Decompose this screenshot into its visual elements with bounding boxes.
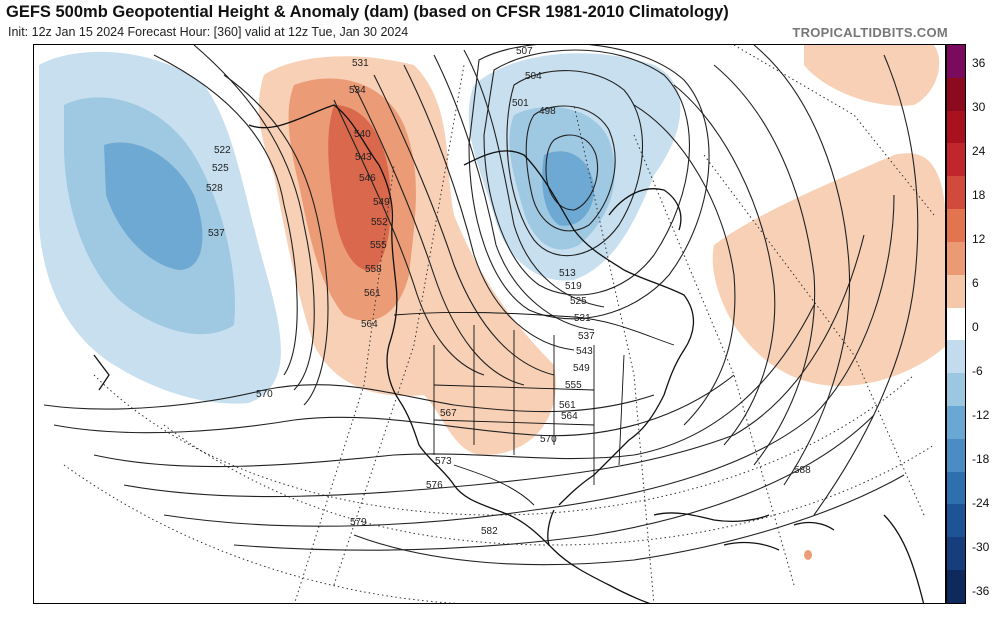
label-546: 546 bbox=[359, 173, 376, 184]
label-504: 504 bbox=[525, 71, 542, 82]
pos-anomaly-ne-corner bbox=[804, 45, 940, 106]
colorbar-swatch bbox=[947, 405, 965, 439]
label-579: 579 bbox=[350, 517, 367, 528]
label-501: 501 bbox=[512, 98, 529, 109]
colorbar-swatch bbox=[947, 110, 965, 144]
label-540: 540 bbox=[354, 129, 371, 140]
map-canvas: 522 525 528 537 570 531 534 540 543 546 … bbox=[39, 45, 945, 603]
label-537-west: 537 bbox=[208, 228, 225, 239]
coastlines bbox=[93, 104, 925, 603]
label-519: 519 bbox=[565, 281, 582, 292]
colorbar-tick-label: 24 bbox=[972, 144, 986, 158]
colorbar-tick-label: 12 bbox=[972, 232, 986, 246]
label-561-ridge: 561 bbox=[364, 288, 381, 299]
label-570-west: 570 bbox=[256, 389, 273, 400]
brand-watermark: TROPICALTIDBITS.COM bbox=[792, 25, 948, 40]
map-subtitle: Init: 12z Jan 15 2024 Forecast Hour: [36… bbox=[8, 25, 409, 39]
colorbar-swatch bbox=[947, 45, 965, 78]
height-contours bbox=[43, 45, 919, 566]
label-537-east: 537 bbox=[578, 331, 595, 342]
label-555-ridge: 555 bbox=[370, 240, 387, 251]
colorbar-tick-label: -24 bbox=[972, 496, 990, 510]
contour-labels: 522 525 528 537 570 531 534 540 543 546 … bbox=[206, 46, 811, 537]
label-522: 522 bbox=[214, 145, 231, 156]
label-543-ridge: 543 bbox=[355, 152, 372, 163]
label-534: 534 bbox=[349, 85, 366, 96]
colorbar-swatch bbox=[947, 537, 965, 570]
colorbar-swatch bbox=[947, 307, 965, 341]
colorbar-tick-label: -30 bbox=[972, 540, 990, 554]
label-528: 528 bbox=[206, 183, 223, 194]
label-558: 558 bbox=[365, 264, 382, 275]
pos-anomaly-caribbean-dot bbox=[804, 550, 812, 560]
label-531-east: 531 bbox=[574, 313, 591, 324]
anomaly-shading bbox=[39, 45, 945, 560]
colorbar-tick-label: 18 bbox=[972, 188, 986, 202]
graticule bbox=[63, 45, 935, 603]
label-498: 498 bbox=[539, 106, 556, 117]
label-582: 582 bbox=[481, 526, 498, 537]
label-576: 576 bbox=[426, 480, 443, 491]
label-543-east: 543 bbox=[576, 346, 593, 357]
label-531-north: 531 bbox=[352, 58, 369, 69]
map-panel: 522 525 528 537 570 531 534 540 543 546 … bbox=[33, 44, 946, 604]
neg-anomaly-vortex-core bbox=[542, 151, 595, 226]
label-567: 567 bbox=[440, 408, 457, 419]
label-570-east: 570 bbox=[540, 434, 557, 445]
label-507: 507 bbox=[516, 46, 533, 57]
colorbar-tick-label: 30 bbox=[972, 100, 986, 114]
political-borders bbox=[393, 311, 675, 506]
map-title: GEFS 500mb Geopotential Height & Anomaly… bbox=[6, 3, 729, 21]
colorbar-swatch bbox=[947, 77, 965, 111]
colorbar-tick-label: -6 bbox=[972, 364, 983, 378]
label-525-east: 525 bbox=[570, 296, 587, 307]
colorbar-swatch bbox=[947, 471, 965, 505]
colorbar-tick-label: -12 bbox=[972, 408, 990, 422]
label-564-east: 564 bbox=[561, 411, 578, 422]
colorbar-tick-label: -18 bbox=[972, 452, 990, 466]
colorbar-swatch bbox=[947, 504, 965, 538]
label-525: 525 bbox=[212, 163, 229, 174]
colorbar-tick-label: 36 bbox=[972, 56, 986, 70]
label-549-east: 549 bbox=[573, 363, 590, 374]
colorbar-swatch bbox=[947, 570, 965, 603]
pos-anomaly-ridge-core bbox=[328, 105, 391, 271]
colorbar-swatch bbox=[947, 373, 965, 406]
neg-anomaly-west-core bbox=[104, 142, 203, 270]
colorbar-swatch bbox=[947, 340, 965, 374]
label-561-east: 561 bbox=[559, 400, 576, 411]
label-588: 588 bbox=[794, 465, 811, 476]
label-573: 573 bbox=[435, 456, 452, 467]
label-513: 513 bbox=[559, 268, 576, 279]
colorbar-swatch bbox=[947, 209, 965, 242]
colorbar-swatch bbox=[947, 274, 965, 308]
colorbar-swatch bbox=[947, 241, 965, 275]
colorbar-swatch bbox=[947, 143, 965, 177]
colorbar-tick-label: 0 bbox=[972, 320, 979, 334]
label-555-east: 555 bbox=[565, 380, 582, 391]
colorbar-tick-label: -36 bbox=[972, 584, 990, 598]
label-564-ridge: 564 bbox=[361, 319, 378, 330]
pos-anomaly-atlantic bbox=[712, 153, 945, 386]
anomaly-colorbar bbox=[946, 44, 966, 604]
label-549: 549 bbox=[373, 197, 390, 208]
colorbar-tick-label: 6 bbox=[972, 276, 979, 290]
label-552: 552 bbox=[371, 217, 388, 228]
colorbar-swatch bbox=[947, 438, 965, 472]
colorbar-swatch bbox=[947, 176, 965, 210]
